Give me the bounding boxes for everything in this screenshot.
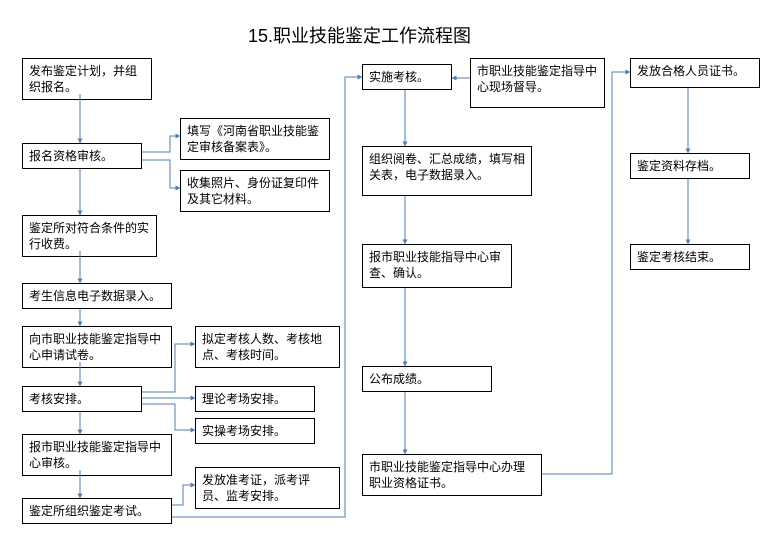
flow-node-n16: 鉴定考核结束。 [630,244,750,270]
flow-node-n9: 实施考核。 [362,64,452,90]
flow-edge-n8-n8a-12 [172,485,195,505]
flow-node-n6b: 理论考场安排。 [195,386,315,412]
flow-node-n9a: 市职业技能鉴定指导中心现场督导。 [470,58,605,108]
flow-edge-n2-n2a-2 [142,136,180,152]
flow-node-n3: 鉴定所对符合条件的实行收费。 [22,215,157,257]
flow-node-n2a: 填写《河南省职业技能鉴定审核备案表》。 [180,118,330,160]
flow-node-n14: 发放合格人员证书。 [630,58,760,88]
flow-node-n8: 鉴定所组织鉴定考试。 [22,498,172,524]
flow-edge-n6-n6c-9 [142,404,195,430]
flow-edge-n13-n14-19 [542,72,630,474]
diagram-title: 15.职业技能鉴定工作流程图 [248,22,471,48]
flow-edge-n2-n2b-3 [142,160,180,188]
flow-node-n8a: 发放准考证，派考评员、监考安排。 [195,467,340,509]
flow-node-n15: 鉴定资料存档。 [630,153,750,179]
flow-node-n7: 报市职业技能鉴定指导中心审核。 [22,434,172,476]
flow-node-n2b: 收集照片、身份证复印件及其它材料。 [180,170,330,212]
flow-node-n10: 组织阅卷、汇总成绩，填写相关表，电子数据录入。 [362,146,532,196]
flow-node-n5: 向市职业技能鉴定指导中心申请试卷。 [22,326,172,368]
flow-node-n2: 报名资格审核。 [22,143,142,169]
flow-node-n4: 考生信息电子数据录入。 [22,283,172,309]
flow-node-n6: 考核安排。 [22,386,142,412]
flow-node-n6c: 实操考场安排。 [195,418,315,444]
flow-node-n1: 发布鉴定计划，并组织报名。 [22,58,152,100]
flow-node-n13: 市职业技能鉴定指导中心办理职业资格证书。 [362,454,542,496]
flow-node-n12: 公布成绩。 [362,366,492,392]
flow-node-n11: 报市职业技能指导中心审查、确认。 [362,244,512,288]
flow-node-n6a: 拟定考核人数、考核地点、考核时间。 [195,326,340,368]
